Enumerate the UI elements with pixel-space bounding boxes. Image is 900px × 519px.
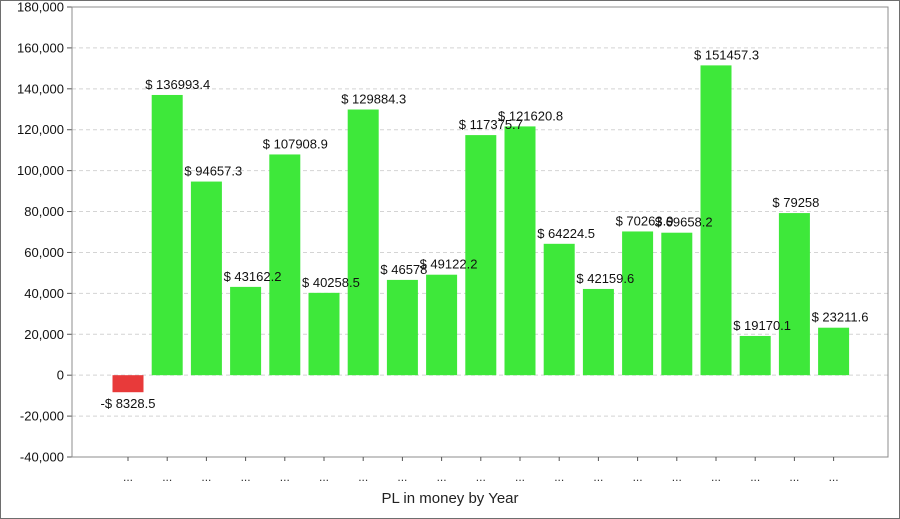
x-tick-label: ... [201,470,211,484]
data-label: -$ 8328.5 [101,396,156,411]
bar [739,335,771,376]
y-tick-label: 60,000 [24,245,64,260]
x-tick-label: ... [162,470,172,484]
bar [112,375,144,393]
y-tick-label: 140,000 [17,81,64,96]
data-labels: -$ 8328.5 $ 136993.4 $ 94657.3 $ 43162.2 $ 1… [101,47,869,411]
bar [308,292,340,376]
x-tick-label: ... [829,470,839,484]
x-tick-label: ... [437,470,447,484]
x-tick-label: ... [241,470,251,484]
data-label: $ 19170.1 [733,318,791,333]
y-tick-label: -40,000 [20,450,64,465]
data-label: $ 117375.7 [459,117,523,132]
y-tick-label: 160,000 [17,40,64,55]
data-label: $ 49122.2 [420,257,478,272]
x-tick-label: ... [593,470,603,484]
x-tick-label: ... [476,470,486,484]
x-tick-label: ... [123,470,133,484]
bar [582,288,614,376]
x-tick-label: ... [358,470,368,484]
y-tick-label: 20,000 [24,327,64,342]
data-label: $ 121620.8 [498,108,563,123]
data-label: $ 94657.3 [184,164,242,179]
data-label: $ 42159.6 [576,271,634,286]
bar [151,94,183,376]
x-tick-label: ... [397,470,407,484]
x-tick-label: ... [319,470,329,484]
data-label: $ 23211.6 [812,310,869,325]
x-tick-label: ... [515,470,525,484]
bar [465,135,497,376]
x-tick-label: ... [672,470,682,484]
bar [269,154,301,376]
x-tick-label: ... [711,470,721,484]
x-tick-label: ... [280,470,290,484]
y-tick-label: -20,000 [20,409,64,424]
data-label: $ 43162.2 [224,269,282,284]
axes: -40,000 -20,000 0 20,000 40,000 60,000 80,000 1… [17,0,889,484]
bar [347,109,379,376]
x-tick-label: ... [633,470,643,484]
data-label: $ 64224.5 [537,226,595,241]
bar [230,286,262,376]
bar [426,274,458,376]
bar [190,181,222,376]
bar [543,243,575,376]
x-tick-label: ... [750,470,760,484]
bar [622,231,654,376]
data-label: $ 136993.4 [145,77,210,92]
bar [818,327,850,376]
x-tick-label: ... [554,470,564,484]
plot-border [71,6,889,458]
data-label: $ 46578 [380,262,427,277]
data-label: $ 79258 [772,195,819,210]
data-label: $ 129884.3 [341,92,406,107]
bar [504,126,536,376]
y-tick-label: 100,000 [17,163,64,178]
data-label: $ 69658.2 [655,215,713,230]
bar [778,213,810,376]
data-label: $ 107908.9 [263,136,328,151]
y-tick-label: 80,000 [24,204,64,219]
y-tick-label: 180,000 [17,0,64,15]
y-tick-label: 40,000 [24,286,64,301]
data-label: $ 40258.5 [302,275,360,290]
y-tick-label: 0 [57,368,64,383]
x-tick-label: ... [789,470,799,484]
y-tick-label: 120,000 [17,122,64,137]
x-axis-title: PL in money by Year [381,490,519,507]
bars [112,65,850,393]
data-label: $ 151457.3 [694,47,759,62]
bar [386,279,418,376]
bar [661,232,693,376]
data-label: $ 70263.9 [616,213,674,228]
bar [700,65,732,376]
